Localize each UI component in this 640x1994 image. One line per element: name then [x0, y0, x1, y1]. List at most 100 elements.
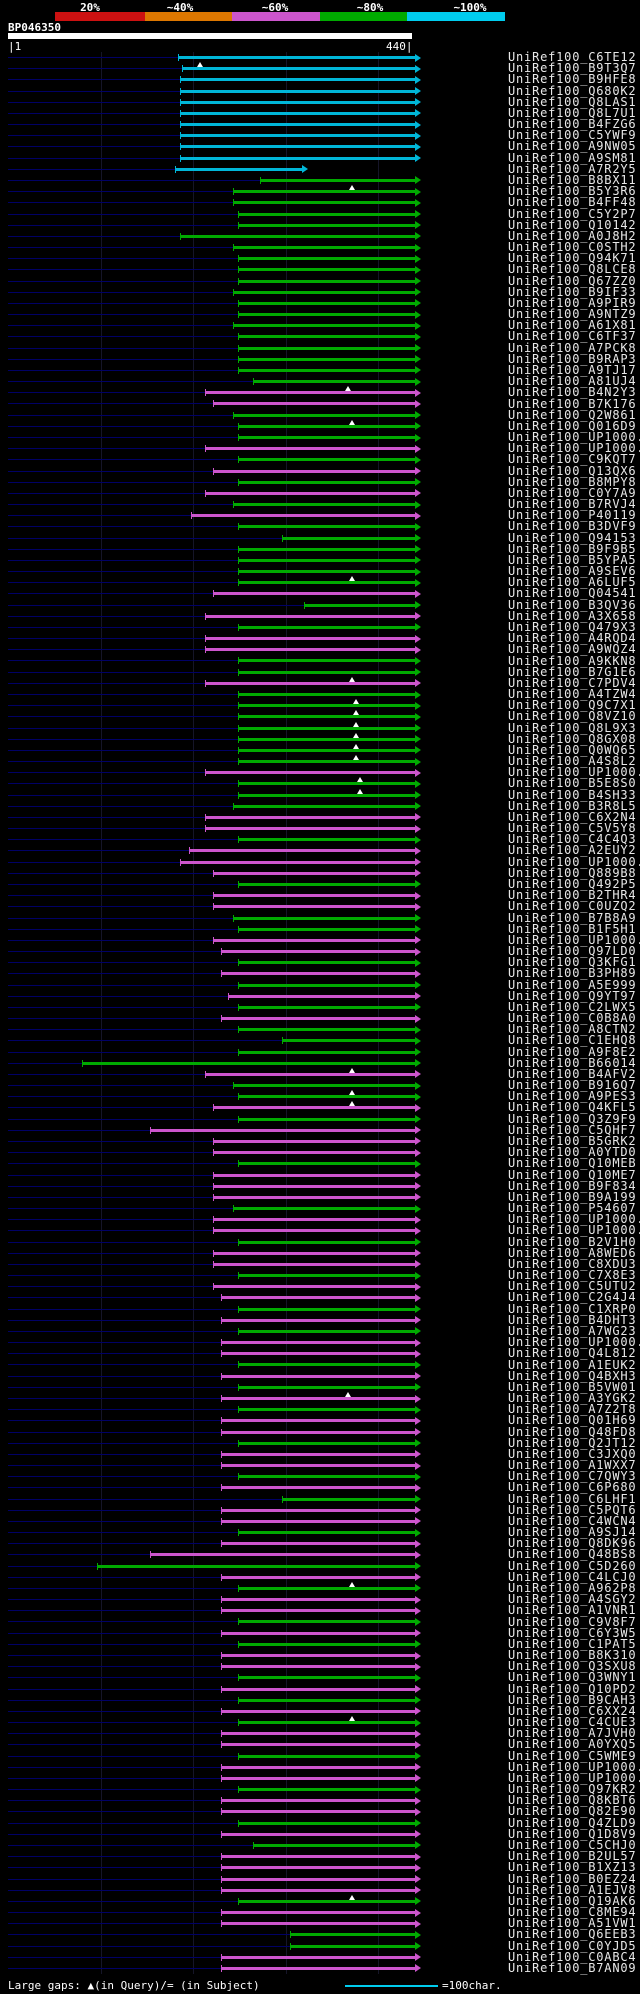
alignment-row[interactable]: UniRef100_C7QWY3: [0, 1470, 640, 1482]
hit-bar[interactable]: [213, 1151, 415, 1155]
alignment-row[interactable]: UniRef100_Q9C7X1: [0, 699, 640, 711]
alignment-row[interactable]: UniRef100_A8CTN2: [0, 1023, 640, 1035]
alignment-row[interactable]: UniRef100_B916Q7: [0, 1079, 640, 1091]
hit-bar[interactable]: [238, 1095, 415, 1099]
hit-label[interactable]: UniRef100_A9KKN8: [508, 653, 637, 668]
hit-label[interactable]: UniRef100_Q94K71: [508, 251, 637, 266]
hit-label[interactable]: UniRef100_C2G4J4: [508, 1290, 637, 1305]
hit-label[interactable]: UniRef100_UP1000..: [508, 441, 640, 456]
alignment-row[interactable]: UniRef100_A9SM81: [0, 152, 640, 164]
alignment-row[interactable]: UniRef100_C0STH2: [0, 241, 640, 253]
hit-bar[interactable]: [220, 950, 416, 954]
alignment-row[interactable]: UniRef100_Q8DK96: [0, 1537, 640, 1549]
alignment-row[interactable]: UniRef100_Q67ZZ0: [0, 275, 640, 287]
hit-label[interactable]: UniRef100_A3YGK2: [508, 1391, 637, 1406]
alignment-row[interactable]: UniRef100_Q82E90: [0, 1805, 640, 1817]
alignment-row[interactable]: UniRef100_Q016D9: [0, 419, 640, 432]
alignment-row[interactable]: UniRef100_B2UL57: [0, 1850, 640, 1862]
alignment-row[interactable]: UniRef100_C4LCJ0: [0, 1571, 640, 1583]
hit-bar[interactable]: [149, 1553, 415, 1557]
alignment-row[interactable]: UniRef100_Q94K71: [0, 251, 640, 266]
hit-bar[interactable]: [82, 1061, 415, 1065]
hit-label[interactable]: UniRef100_C7X8E3: [508, 1268, 637, 1283]
hit-label[interactable]: UniRef100_Q10ME7: [508, 1167, 637, 1182]
hit-label[interactable]: UniRef100_B8BX11: [508, 173, 637, 187]
hit-bar[interactable]: [220, 1598, 416, 1602]
alignment-row[interactable]: UniRef100_C5QHF7: [0, 1124, 640, 1136]
alignment-row[interactable]: UniRef100_B8K310: [0, 1649, 640, 1661]
hit-label[interactable]: UniRef100_B3DVF9: [508, 519, 637, 534]
hit-label[interactable]: UniRef100_A9SEV6: [508, 564, 637, 579]
hit-bar[interactable]: [213, 592, 415, 596]
hit-bar[interactable]: [191, 514, 415, 518]
hit-label[interactable]: UniRef100_C5YWF9: [508, 128, 637, 143]
alignment-row[interactable]: UniRef100_A4SGY2: [0, 1593, 640, 1605]
alignment-row[interactable]: UniRef100_C4C4Q3: [0, 833, 640, 845]
hit-label[interactable]: UniRef100_A61X81: [508, 318, 637, 333]
alignment-row[interactable]: UniRef100_A9F8E2: [0, 1046, 640, 1058]
alignment-row[interactable]: UniRef100_A1EJV8: [0, 1884, 640, 1896]
alignment-row[interactable]: UniRef100_B9T3Q7: [0, 62, 640, 74]
alignment-row[interactable]: UniRef100_A9KKN8: [0, 653, 640, 668]
hit-bar[interactable]: [205, 491, 415, 495]
hit-bar[interactable]: [238, 357, 415, 361]
alignment-row[interactable]: UniRef100_A962P8: [0, 1581, 640, 1594]
hit-label[interactable]: UniRef100_B1F5H1: [508, 921, 637, 936]
alignment-row[interactable]: UniRef100_C6Y3W5: [0, 1627, 640, 1639]
hit-bar[interactable]: [238, 737, 415, 741]
hit-bar[interactable]: [238, 1162, 415, 1166]
alignment-row[interactable]: UniRef100_B4FF48: [0, 196, 640, 208]
hit-bar[interactable]: [180, 89, 415, 93]
hit-bar[interactable]: [238, 547, 415, 551]
hit-bar[interactable]: [238, 782, 415, 786]
hit-bar[interactable]: [238, 670, 415, 674]
hit-bar[interactable]: [220, 1352, 416, 1356]
hit-bar[interactable]: [220, 1687, 416, 1691]
hit-bar[interactable]: [220, 1508, 416, 1512]
alignment-row[interactable]: UniRef100_B5YPA5: [0, 554, 640, 566]
hit-label[interactable]: UniRef100_UP1000..: [508, 1759, 640, 1774]
hit-bar[interactable]: [213, 1139, 415, 1143]
hit-label[interactable]: UniRef100_A4TZW4: [508, 687, 637, 702]
alignment-row[interactable]: UniRef100_Q8LCE8: [0, 263, 640, 275]
alignment-row[interactable]: UniRef100_B5E8S0: [0, 777, 640, 789]
alignment-row[interactable]: UniRef100_C4WCN4: [0, 1515, 640, 1527]
alignment-row[interactable]: UniRef100_Q13QX6: [0, 465, 640, 477]
hit-label[interactable]: UniRef100_C6XX24: [508, 1703, 637, 1718]
alignment-row[interactable]: UniRef100_B66014: [0, 1057, 640, 1069]
alignment-row[interactable]: UniRef100_A5E999: [0, 979, 640, 991]
hit-label[interactable]: UniRef100_C0YJD5: [508, 1938, 637, 1953]
alignment-row[interactable]: UniRef100_A3X658: [0, 610, 640, 622]
alignment-row[interactable]: UniRef100_Q6EEB3: [0, 1928, 640, 1940]
alignment-row[interactable]: UniRef100_A1WXX7: [0, 1459, 640, 1471]
hit-label[interactable]: UniRef100_A9PES3: [508, 1089, 637, 1104]
hit-label[interactable]: UniRef100_Q3Z9F9: [508, 1111, 637, 1126]
hit-label[interactable]: UniRef100_B9F834: [508, 1178, 637, 1193]
alignment-row[interactable]: UniRef100_Q10PD2: [0, 1683, 640, 1695]
alignment-row[interactable]: UniRef100_B9F9B5: [0, 543, 640, 555]
hit-bar[interactable]: [281, 1497, 415, 1501]
hit-label[interactable]: UniRef100_A7PCK8: [508, 340, 637, 355]
hit-bar[interactable]: [238, 223, 415, 227]
hit-bar[interactable]: [220, 1832, 416, 1836]
hit-bar[interactable]: [213, 1229, 415, 1233]
hit-bar[interactable]: [220, 1855, 416, 1859]
hit-label[interactable]: UniRef100_A1VNR1: [508, 1603, 637, 1618]
hit-bar[interactable]: [238, 1307, 415, 1311]
hit-label[interactable]: UniRef100_B3R8L5: [508, 798, 637, 813]
alignment-row[interactable]: UniRef100_B2V1H0: [0, 1236, 640, 1248]
hit-label[interactable]: UniRef100_C5D260: [508, 1558, 637, 1573]
hit-bar[interactable]: [232, 413, 415, 417]
hit-bar[interactable]: [220, 1911, 416, 1915]
alignment-row[interactable]: UniRef100_Q4BXH3: [0, 1370, 640, 1382]
alignment-row[interactable]: UniRef100_Q3Z9F9: [0, 1111, 640, 1126]
hit-label[interactable]: UniRef100_C6X2N4: [508, 809, 637, 824]
alignment-row[interactable]: UniRef100_C3JXQ0: [0, 1448, 640, 1460]
alignment-row[interactable]: UniRef100_C8XDU3: [0, 1258, 640, 1270]
hit-label[interactable]: UniRef100_Q4KFL5: [508, 1100, 637, 1115]
hit-label[interactable]: UniRef100_A6LUF5: [508, 575, 637, 590]
hit-bar[interactable]: [178, 56, 415, 60]
hit-bar[interactable]: [180, 860, 415, 864]
alignment-row[interactable]: UniRef100_UP1000..: [0, 856, 640, 868]
hit-bar[interactable]: [220, 1888, 416, 1892]
